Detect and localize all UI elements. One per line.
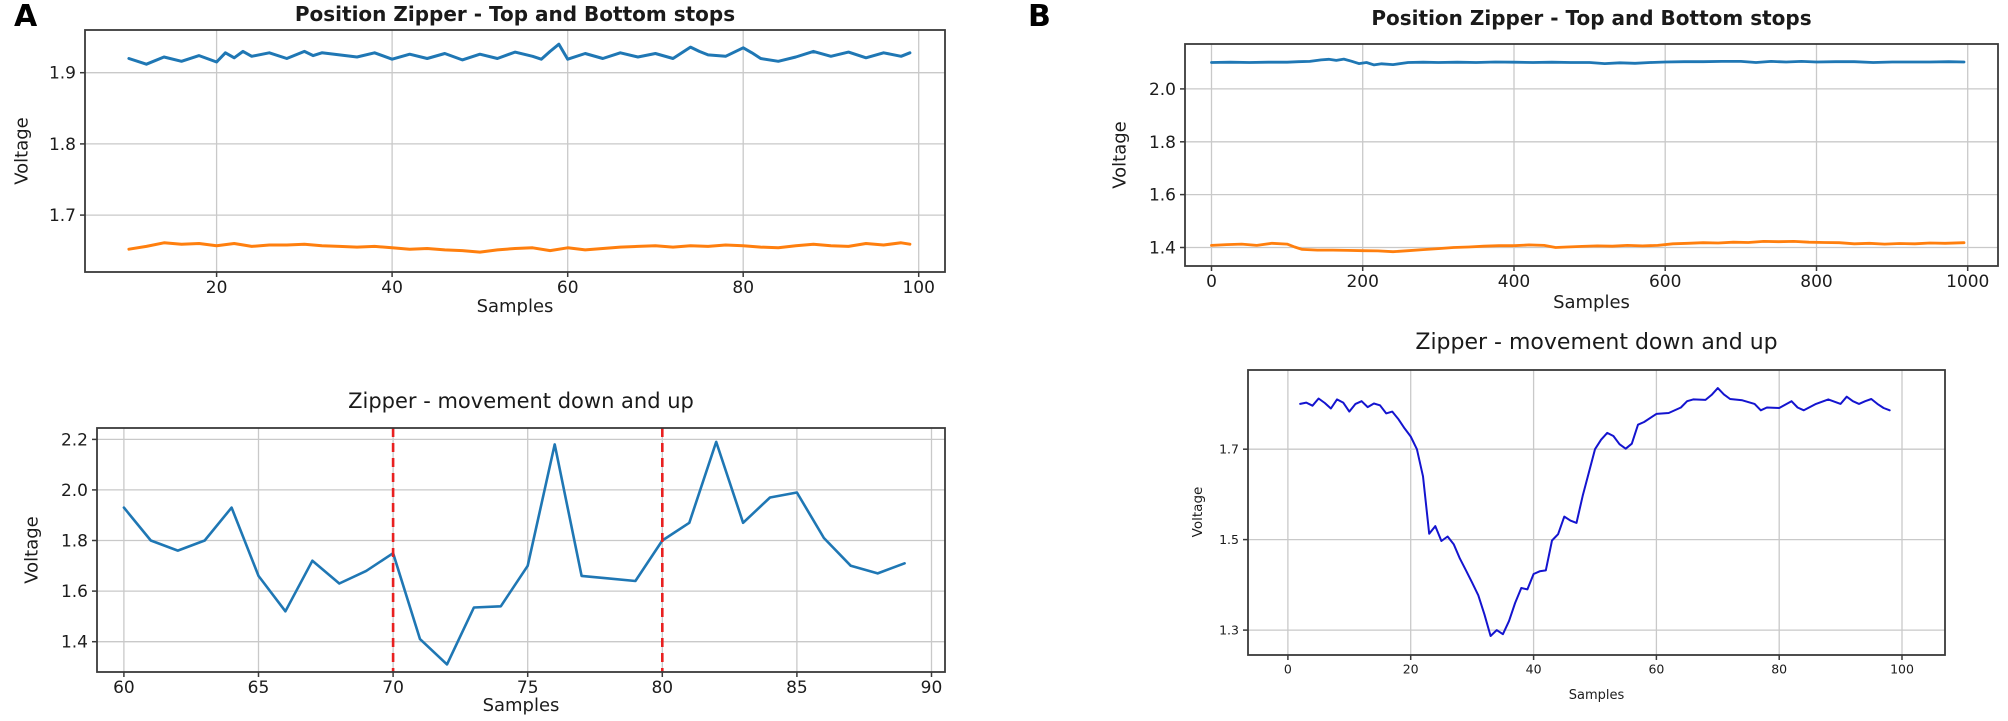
x-tick-label: 400 — [1498, 272, 1530, 292]
series-bottom-stop-orange — [127, 241, 912, 254]
x-tick-label: 75 — [517, 678, 539, 698]
y-tick-label: 1.3 — [1219, 622, 1239, 637]
x-tick-label: 1000 — [1946, 272, 1989, 292]
series-top-stop-blue — [127, 42, 912, 66]
y-tick-label: 1.9 — [49, 64, 76, 84]
x-tick-label: 65 — [248, 678, 270, 698]
chart-b-bottom: 0 20 40 60 80 100 1.3 1.5 1.7 — [1219, 369, 1946, 677]
x-tick-label: 20 — [206, 278, 228, 298]
x-tick-label: 20 — [1403, 662, 1419, 677]
x-tick-label: 100 — [902, 278, 934, 298]
x-tick-label: 40 — [381, 278, 403, 298]
series-movement-blue — [122, 440, 906, 666]
x-tick-label: 80 — [1771, 662, 1787, 677]
x-tick-label: 60 — [557, 278, 579, 298]
x-tick-label: 200 — [1346, 272, 1378, 292]
chart-a-top-title: Position Zipper - Top and Bottom stops — [294, 2, 736, 26]
chart-a-bottom: 60 65 70 75 80 85 90 1.4 1.6 1.8 2.0 2.2 — [61, 427, 946, 698]
chart-b-top-xlabel: Samples — [1553, 292, 1630, 313]
y-tick-label: 1.7 — [1219, 442, 1239, 457]
x-tick-label: 60 — [113, 678, 135, 698]
x-tick-label: 800 — [1800, 272, 1832, 292]
y-tick-label: 2.2 — [61, 430, 88, 450]
x-tick-label: 0 — [1206, 272, 1217, 292]
chart-b-bottom-title: Zipper - movement down and up — [1415, 330, 1778, 355]
plot-box — [84, 29, 946, 273]
y-tick-label: 1.8 — [1149, 133, 1176, 153]
y-tick-label: 1.6 — [61, 582, 88, 602]
chart-b-top-title: Position Zipper - Top and Bottom stops — [1371, 6, 1812, 30]
x-tick-label: 60 — [1648, 662, 1664, 677]
x-tick-label: 80 — [732, 278, 754, 298]
x-tick-label: 70 — [382, 678, 404, 698]
y-tick-label: 1.7 — [49, 206, 76, 226]
x-tick-label: 80 — [651, 678, 673, 698]
x-tick-label: 100 — [1890, 662, 1914, 677]
y-tick-label: 2.0 — [61, 481, 88, 501]
y-tick-label: 1.4 — [61, 633, 88, 653]
chart-a-bottom-xlabel: Samples — [482, 695, 560, 716]
series-bottom-stop-orange — [1210, 239, 1966, 254]
x-tick-label: 600 — [1649, 272, 1681, 292]
chart-b-top: 0 200 400 600 800 1000 1.4 1.6 1.8 2.0 — [1149, 43, 1999, 292]
panel-a-label: A — [14, 0, 38, 34]
plot-box — [1184, 43, 1999, 267]
y-tick-label: 1.4 — [1149, 238, 1176, 258]
y-tick-label: 1.8 — [49, 135, 76, 155]
x-tick-label: 90 — [921, 678, 943, 698]
x-tick-label: 0 — [1284, 662, 1292, 677]
y-tick-label: 2.0 — [1149, 80, 1176, 100]
plot-box — [96, 427, 946, 673]
chart-a-top: 20 40 60 80 100 1.7 1.8 1.9 — [49, 29, 946, 298]
y-tick-label: 1.5 — [1219, 532, 1239, 547]
series-top-stop-blue — [1210, 57, 1966, 67]
series-movement-darkblue — [1299, 387, 1891, 637]
y-tick-label: 1.8 — [61, 531, 88, 551]
plot-box — [1247, 369, 1946, 656]
chart-b-bottom-xlabel: Samples — [1568, 688, 1625, 703]
y-tick-label: 1.6 — [1149, 186, 1176, 206]
x-tick-label: 85 — [786, 678, 808, 698]
x-tick-label: 40 — [1526, 662, 1542, 677]
panel-b-label: B — [1028, 0, 1051, 34]
chart-a-bottom-title: Zipper - movement down and up — [348, 389, 694, 413]
chart-a-top-xlabel: Samples — [476, 296, 554, 317]
